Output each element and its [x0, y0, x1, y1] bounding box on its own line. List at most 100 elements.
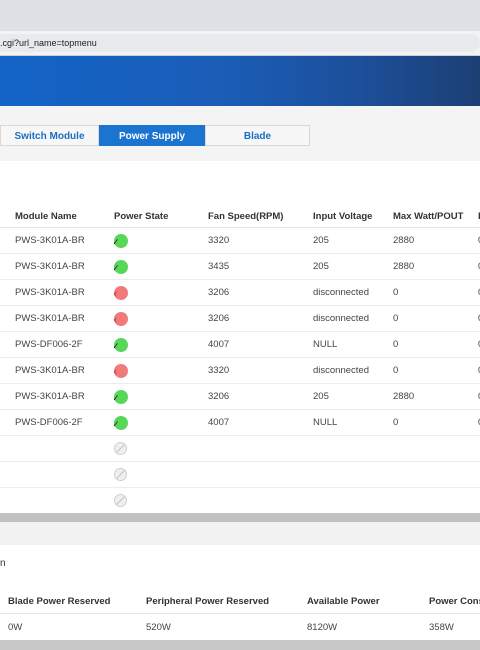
fail-icon — [114, 285, 128, 300]
horizontal-scrollbar[interactable] — [0, 513, 480, 522]
input-voltage-cell: 205 — [298, 383, 378, 410]
power-state-cell — [114, 253, 193, 280]
truncated-cell: 0 — [474, 305, 480, 332]
module-name-cell: PWS-3K01A-BR — [0, 279, 114, 306]
table-row: PWS-3K01A-BR 343520528800 — [0, 253, 480, 280]
ok-icon — [114, 233, 128, 248]
module-name-cell: PWS-DF006-2F — [0, 409, 114, 436]
not-installed-icon — [114, 468, 127, 481]
column-header-max-watt[interactable]: Max Watt/POUT — [378, 205, 474, 228]
max-watt-cell: 0 — [378, 357, 474, 384]
table-row — [0, 487, 480, 514]
ok-icon — [114, 389, 128, 404]
table-header-row: Module Name Power State Fan Speed(RPM) I… — [0, 205, 480, 228]
table-row: PWS-3K01A-BR3206disconnected00 — [0, 305, 480, 332]
module-name-cell: PWS-3K01A-BR — [0, 357, 114, 384]
tab-blade[interactable]: Blade — [205, 125, 310, 146]
power-state-cell — [114, 409, 193, 436]
module-tabs: Switch Module Power Supply Blade — [0, 125, 310, 146]
power-state-cell — [114, 383, 193, 410]
peripheral-power-reserved-value: 520W — [146, 621, 171, 633]
blade-power-reserved-value: 0W — [8, 621, 23, 633]
browser-tab-strip — [0, 0, 480, 31]
fail-icon — [114, 311, 128, 326]
table-row — [0, 461, 480, 488]
page-horizontal-scrollbar[interactable] — [0, 640, 480, 650]
fan-speed-cell: 3435 — [193, 253, 298, 280]
max-watt-cell: 2880 — [378, 383, 474, 410]
input-voltage-cell: disconnected — [298, 357, 378, 384]
column-header-input-voltage[interactable]: Input Voltage — [298, 205, 378, 228]
max-watt-cell: 2880 — [378, 253, 474, 280]
max-watt-cell — [378, 435, 474, 462]
power-supply-table-body: PWS-3K01A-BR332020528800PWS-3K01A-BR3435… — [0, 227, 480, 514]
fan-speed-cell: 3320 — [193, 227, 298, 254]
column-header-available-power: Available Power — [299, 589, 421, 614]
table-row: PWS-3K01A-BR3320disconnected00 — [0, 357, 480, 384]
table-row: PWS-DF006-2F4007NULL00 — [0, 331, 480, 358]
power-state-cell — [114, 331, 193, 358]
column-header-module-name[interactable]: Module Name — [0, 205, 114, 228]
column-header-truncated[interactable]: I — [474, 205, 480, 228]
tab-power-supply[interactable]: Power Supply — [99, 125, 205, 146]
module-name-cell: PWS-DF006-2F — [0, 331, 114, 358]
table-row: PWS-DF006-2F4007NULL00 — [0, 409, 480, 436]
fan-speed-cell — [193, 487, 298, 514]
input-voltage-cell: 205 — [298, 253, 378, 280]
truncated-cell: 0 — [474, 383, 480, 410]
input-voltage-cell: 205 — [298, 227, 378, 254]
power-summary-table: Blade Power Reserved Peripheral Power Re… — [0, 589, 480, 640]
power-state-cell — [114, 487, 193, 514]
not-installed-icon — [114, 494, 127, 507]
max-watt-cell — [378, 487, 474, 514]
fan-speed-cell: 4007 — [193, 409, 298, 436]
header-banner — [0, 56, 480, 106]
module-name-cell: PWS-3K01A-BR — [0, 305, 114, 332]
column-header-fan-speed[interactable]: Fan Speed(RPM) — [193, 205, 298, 228]
available-power-value: 8120W — [307, 621, 338, 633]
fan-speed-cell — [193, 435, 298, 462]
address-bar[interactable]: .cgi?url_name=topmenu — [0, 34, 480, 52]
table-row: PWS-3K01A-BR 320620528800 — [0, 383, 480, 410]
module-name-cell — [0, 487, 114, 514]
truncated-cell — [474, 435, 480, 462]
max-watt-cell: 0 — [378, 279, 474, 306]
power-state-cell — [114, 435, 193, 462]
power-state-cell — [114, 279, 193, 306]
summary-header-row: Blade Power Reserved Peripheral Power Re… — [0, 589, 480, 614]
truncated-cell — [474, 487, 480, 514]
fan-speed-cell: 3206 — [193, 279, 298, 306]
truncated-cell: 0 — [474, 279, 480, 306]
not-installed-icon — [114, 442, 127, 455]
truncated-cell: 0 — [474, 227, 480, 254]
truncated-cell — [474, 461, 480, 488]
input-voltage-cell — [298, 435, 378, 462]
input-voltage-cell: NULL — [298, 409, 378, 436]
section-divider — [0, 522, 480, 545]
truncated-cell: 0 — [474, 357, 480, 384]
power-consumption-value: 358W — [429, 621, 454, 633]
max-watt-cell: 2880 — [378, 227, 474, 254]
power-state-cell — [114, 305, 193, 332]
column-header-power-state[interactable]: Power State — [114, 205, 193, 228]
truncated-cell: 0 — [474, 253, 480, 280]
table-row: PWS-3K01A-BR 332020528800 — [0, 227, 480, 254]
fan-speed-cell — [193, 461, 298, 488]
module-name-cell: PWS-3K01A-BR — [0, 253, 114, 280]
fail-icon — [114, 363, 128, 378]
tab-switch-module[interactable]: Switch Module — [0, 125, 99, 146]
browser-toolbar: .cgi?url_name=topmenu — [0, 31, 480, 56]
max-watt-cell: 0 — [378, 409, 474, 436]
input-voltage-cell: disconnected — [298, 279, 378, 306]
column-header-power-consumption: Power Cons — [421, 589, 480, 614]
table-row: PWS-3K01A-BR3206disconnected00 — [0, 279, 480, 306]
module-name-cell: PWS-3K01A-BR — [0, 227, 114, 254]
summary-value-row: 0W 520W 8120W 358W — [0, 614, 480, 641]
column-header-blade-power-reserved: Blade Power Reserved — [0, 589, 138, 614]
max-watt-cell — [378, 461, 474, 488]
power-state-cell — [114, 227, 193, 254]
ok-icon — [114, 415, 128, 430]
ok-icon — [114, 259, 128, 274]
truncated-cell: 0 — [474, 331, 480, 358]
input-voltage-cell — [298, 487, 378, 514]
